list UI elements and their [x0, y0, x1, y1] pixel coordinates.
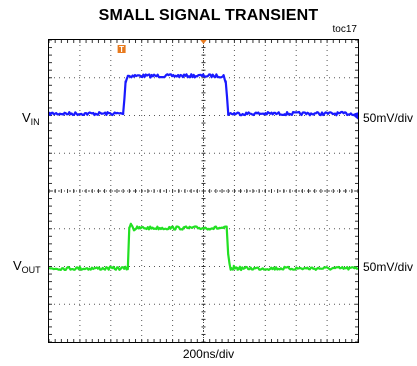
- scope-traces: [47, 73, 359, 272]
- vout-label-main: V: [13, 258, 22, 273]
- vout-label: VOUT: [13, 258, 41, 275]
- vin-label: VIN: [22, 110, 40, 127]
- figure-id: toc17: [332, 24, 357, 35]
- vout-scale: 50mV/div: [363, 260, 414, 274]
- plot-frame: [48, 39, 359, 343]
- trigger-marker-label: T: [119, 45, 124, 54]
- trigger-position-icon: [199, 39, 208, 44]
- scope-markers: T: [117, 39, 359, 121]
- scope-grid: [48, 39, 359, 343]
- vout-trace: [48, 222, 359, 272]
- vout-label-sub: OUT: [21, 265, 41, 275]
- vin-label-main: V: [22, 110, 31, 125]
- vin-label-sub: IN: [30, 117, 40, 127]
- x-scale-label: 200ns/div: [182, 347, 235, 361]
- channel-1-marker-icon: [354, 112, 359, 121]
- chart-title: SMALL SIGNAL TRANSIENT: [98, 7, 319, 24]
- trigger-marker-icon: [117, 45, 126, 53]
- vin-trace: [47, 73, 359, 117]
- vin-scale: 50mV/div: [363, 111, 414, 125]
